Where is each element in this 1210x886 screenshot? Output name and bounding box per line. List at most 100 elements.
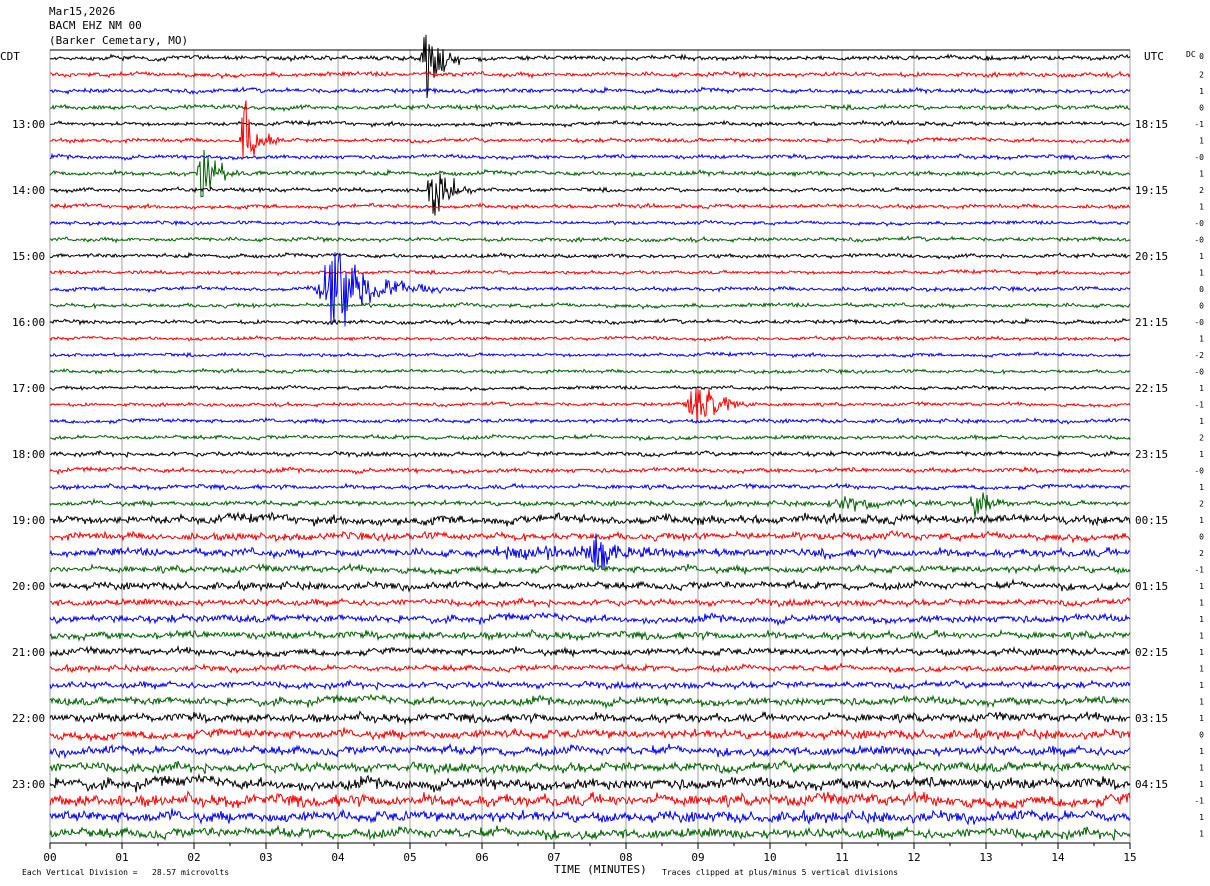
trace-line-12 — [49, 251, 1131, 261]
trace-line-2 — [49, 85, 1131, 95]
dc-offset-value: 1 — [1199, 450, 1204, 459]
dc-offset-value: 1 — [1199, 698, 1204, 707]
trace-line-4 — [50, 119, 1131, 129]
dc-offset-value: 1 — [1199, 599, 1204, 608]
dc-offset-value: -0 — [1194, 236, 1204, 245]
dc-offset-value: -0 — [1194, 318, 1204, 327]
left-hour-label: 15:00 — [12, 250, 45, 263]
dc-offset-value: 2 — [1199, 500, 1204, 509]
left-hour-label: 20:00 — [12, 580, 45, 593]
trace-line-3 — [49, 103, 1131, 113]
trace-line-40 — [49, 710, 1131, 726]
trace-line-45 — [49, 790, 1131, 810]
trace-line-10 — [49, 219, 1131, 227]
trace-line-22 — [49, 416, 1131, 425]
x-tick-label-14: 14 — [1051, 851, 1065, 864]
trace-line-41 — [49, 727, 1131, 743]
x-tick-label-10: 10 — [763, 851, 776, 864]
dc-offset-value: 0 — [1199, 104, 1204, 113]
trace-line-47 — [49, 824, 1131, 842]
dc-offset-value: 1 — [1199, 269, 1204, 278]
dc-offset-value: -1 — [1194, 120, 1204, 129]
right-hour-label: 18:15 — [1135, 118, 1168, 131]
trace-line-27 — [49, 492, 1131, 518]
dc-offset-value: 1 — [1199, 632, 1204, 641]
dc-offset-value: 2 — [1199, 71, 1204, 80]
dc-label: DC — [1186, 50, 1196, 59]
x-tick-label-07: 07 — [547, 851, 560, 864]
dc-offset-value: 1 — [1199, 203, 1204, 212]
x-tick-label-05: 05 — [403, 851, 416, 864]
dc-offset-value: 1 — [1199, 780, 1204, 789]
location-label: (Barker Cemetary, MO) — [49, 34, 189, 47]
dc-offset-value: 1 — [1199, 384, 1204, 393]
dc-offset-value: 1 — [1199, 681, 1204, 690]
trace-line-29 — [49, 529, 1131, 544]
x-tick-label-08: 08 — [619, 851, 632, 864]
trace-line-7 — [49, 149, 1131, 198]
trace-line-38 — [49, 679, 1131, 691]
trace-line-46 — [49, 808, 1131, 826]
right-hour-label: 19:15 — [1135, 184, 1168, 197]
left-hour-label: 23:00 — [12, 778, 45, 791]
dc-offset-value: 1 — [1199, 252, 1204, 261]
x-axis-title: TIME (MINUTES) — [554, 863, 647, 876]
x-tick-label-01: 01 — [115, 851, 128, 864]
dc-offset-value: 1 — [1199, 714, 1204, 723]
right-hour-label: 01:15 — [1135, 580, 1168, 593]
dc-offset-value: 0 — [1199, 285, 1204, 294]
dc-offset-value: 1 — [1199, 665, 1204, 674]
x-tick-label-13: 13 — [979, 851, 992, 864]
x-tick-label-09: 09 — [691, 851, 704, 864]
dc-offset-value: 1 — [1199, 483, 1204, 492]
x-tick-label-04: 04 — [331, 851, 345, 864]
trace-line-32 — [49, 578, 1130, 593]
trace-line-34 — [49, 611, 1131, 627]
dc-offset-value: 1 — [1199, 417, 1204, 426]
trace-line-31 — [49, 562, 1131, 576]
dc-offset-value: 1 — [1199, 813, 1204, 822]
left-hour-label: 17:00 — [12, 382, 45, 395]
right-hour-label: 00:15 — [1135, 514, 1168, 527]
trace-line-5 — [49, 100, 1130, 159]
dc-offset-value: -0 — [1194, 153, 1204, 162]
trace-line-28 — [49, 511, 1131, 528]
trace-line-15 — [49, 301, 1131, 310]
dc-offset-value: 0 — [1199, 302, 1204, 311]
left-axis-label: CDT — [0, 50, 20, 63]
dc-offset-value: 0 — [1199, 731, 1204, 740]
dc-offset-value: -0 — [1194, 467, 1204, 476]
dc-offset-value: -1 — [1194, 566, 1204, 575]
x-tick-label-12: 12 — [907, 851, 920, 864]
trace-line-20 — [49, 384, 1131, 392]
dc-offset-value: 1 — [1199, 615, 1204, 624]
right-hour-label: 22:15 — [1135, 382, 1168, 395]
dc-offset-value: 1 — [1199, 764, 1204, 773]
dc-offset-value: 1 — [1199, 582, 1204, 591]
trace-line-8 — [49, 173, 1131, 216]
x-tick-label-15: 15 — [1123, 851, 1136, 864]
dc-offset-value: 0 — [1199, 52, 1204, 61]
trace-line-35 — [49, 628, 1131, 642]
trace-line-11 — [49, 235, 1131, 244]
right-axis-label: UTC — [1144, 50, 1164, 63]
trace-line-30 — [49, 533, 1131, 570]
trace-line-6 — [49, 152, 1130, 162]
dc-offset-value: 1 — [1199, 747, 1204, 756]
dc-offset-value: 1 — [1199, 516, 1204, 525]
trace-line-37 — [49, 662, 1131, 674]
trace-line-39 — [49, 693, 1131, 710]
right-hour-label: 02:15 — [1135, 646, 1168, 659]
trace-line-16 — [49, 317, 1131, 326]
dc-offset-value: 1 — [1199, 170, 1204, 179]
left-hour-label: 14:00 — [12, 184, 45, 197]
right-hour-label: 21:15 — [1135, 316, 1168, 329]
dc-offset-value: 1 — [1199, 137, 1204, 146]
dc-offset-value: 0 — [1199, 533, 1204, 542]
dc-offset-value: 1 — [1199, 87, 1204, 96]
trace-line-26 — [49, 482, 1131, 492]
dc-offset-value: 2 — [1199, 434, 1204, 443]
dc-offset-value: 2 — [1199, 186, 1204, 195]
trace-line-14 — [49, 252, 1131, 327]
